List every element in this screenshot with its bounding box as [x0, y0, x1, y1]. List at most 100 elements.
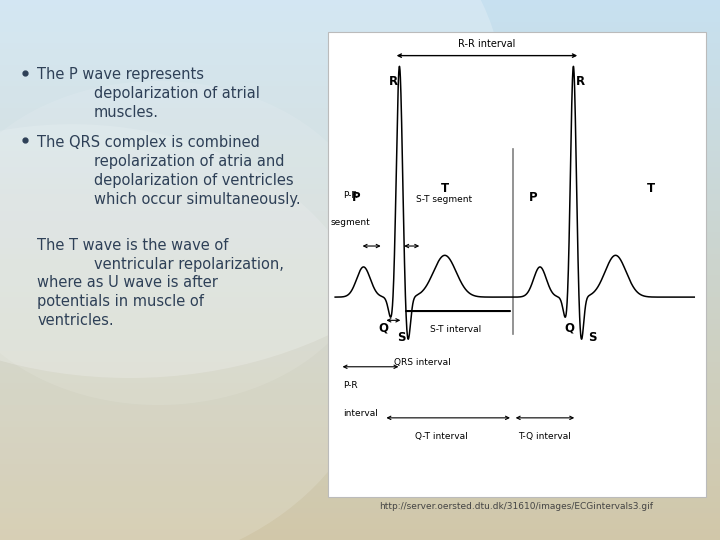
- Text: ventricles.: ventricles.: [37, 313, 114, 328]
- Bar: [0, 275, 720, 281]
- Text: P: P: [529, 191, 538, 204]
- Bar: [0, 265, 720, 270]
- Bar: [0, 313, 720, 319]
- Circle shape: [0, 0, 504, 378]
- Bar: [0, 378, 720, 383]
- Bar: [0, 427, 720, 432]
- Text: The P wave represents: The P wave represents: [37, 68, 204, 83]
- Bar: [0, 232, 720, 238]
- Text: S: S: [397, 330, 405, 343]
- Bar: [0, 270, 720, 275]
- Bar: [0, 194, 720, 200]
- Text: T-Q interval: T-Q interval: [518, 432, 572, 441]
- Bar: [0, 329, 720, 335]
- Bar: [0, 157, 720, 162]
- Text: S-T interval: S-T interval: [431, 325, 482, 334]
- Bar: [0, 92, 720, 97]
- Bar: [0, 437, 720, 443]
- Text: QRS interval: QRS interval: [394, 358, 451, 367]
- Bar: [0, 167, 720, 173]
- Bar: [0, 340, 720, 346]
- Bar: [0, 238, 720, 243]
- Bar: [0, 259, 720, 265]
- Text: P-R: P-R: [343, 381, 357, 390]
- Bar: [0, 184, 720, 189]
- Bar: [0, 211, 720, 216]
- Bar: [0, 394, 720, 400]
- Bar: [0, 38, 720, 43]
- Bar: [0, 443, 720, 448]
- Bar: [0, 324, 720, 329]
- Bar: [0, 205, 720, 211]
- Bar: [0, 11, 720, 16]
- Bar: [0, 389, 720, 394]
- Text: which occur simultaneously.: which occur simultaneously.: [94, 192, 300, 207]
- Bar: [0, 454, 720, 459]
- Bar: [0, 535, 720, 540]
- Text: segment: segment: [330, 219, 370, 227]
- Text: Q: Q: [564, 321, 575, 334]
- Bar: [0, 486, 720, 491]
- Bar: [0, 124, 720, 130]
- Bar: [0, 351, 720, 356]
- Bar: [0, 162, 720, 167]
- Text: The T wave is the wave of: The T wave is the wave of: [37, 238, 229, 253]
- Bar: [0, 113, 720, 119]
- Text: where as U wave is after: where as U wave is after: [37, 275, 218, 291]
- Bar: [0, 448, 720, 454]
- Text: T: T: [441, 182, 449, 195]
- Bar: [0, 135, 720, 140]
- Bar: [0, 373, 720, 378]
- Text: S-T segment: S-T segment: [416, 195, 472, 204]
- Text: S: S: [588, 330, 596, 343]
- Bar: [0, 248, 720, 254]
- Bar: [0, 146, 720, 151]
- Text: depolarization of ventricles: depolarization of ventricles: [94, 173, 293, 188]
- Bar: [0, 189, 720, 194]
- Bar: [0, 346, 720, 351]
- Bar: [0, 362, 720, 367]
- Bar: [0, 518, 720, 524]
- Text: repolarization of atria and: repolarization of atria and: [94, 154, 284, 169]
- Bar: [0, 281, 720, 286]
- Bar: [0, 292, 720, 297]
- Bar: [0, 367, 720, 373]
- Text: R-R interval: R-R interval: [458, 39, 515, 49]
- Bar: [0, 508, 720, 513]
- Bar: [0, 335, 720, 340]
- Bar: [0, 103, 720, 108]
- Bar: [0, 308, 720, 313]
- Bar: [0, 49, 720, 54]
- Bar: [0, 221, 720, 227]
- Bar: [0, 54, 720, 59]
- Bar: [0, 459, 720, 464]
- Bar: [0, 108, 720, 113]
- Text: ventricular repolarization,: ventricular repolarization,: [94, 256, 284, 272]
- Bar: [0, 173, 720, 178]
- Text: The QRS complex is combined: The QRS complex is combined: [37, 135, 261, 150]
- Bar: [0, 227, 720, 232]
- Bar: [0, 524, 720, 529]
- Bar: [0, 32, 720, 38]
- Bar: [0, 86, 720, 92]
- Bar: [0, 464, 720, 470]
- Text: Q: Q: [379, 321, 389, 334]
- Bar: [0, 178, 720, 184]
- Bar: [0, 297, 720, 302]
- Bar: [0, 0, 720, 5]
- Bar: [0, 151, 720, 157]
- Bar: [0, 470, 720, 475]
- Bar: [0, 410, 720, 416]
- Bar: [0, 405, 720, 410]
- Bar: [0, 76, 720, 81]
- Bar: [0, 254, 720, 259]
- Circle shape: [0, 81, 374, 405]
- Text: R: R: [390, 75, 398, 88]
- Bar: [0, 243, 720, 248]
- Bar: [0, 421, 720, 427]
- Text: Q-T interval: Q-T interval: [415, 432, 467, 441]
- Bar: [0, 475, 720, 481]
- Bar: [0, 22, 720, 27]
- Bar: [0, 513, 720, 518]
- Bar: [0, 302, 720, 308]
